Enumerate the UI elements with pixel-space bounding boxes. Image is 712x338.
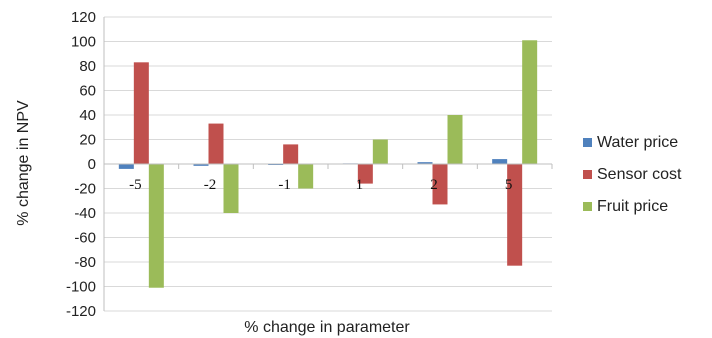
bar-sensor-cost [133,62,149,165]
bar-fruit-price [522,40,538,164]
x-tick-label: -5 [129,177,142,193]
bar-fruit-price [372,139,388,164]
gridlines [104,16,552,312]
bar-sensor-cost [357,164,373,184]
x-tick-label: 1 [356,177,364,193]
y-tick-label: 60 [79,83,96,100]
y-tick-label: 20 [79,132,96,149]
bar-sensor-cost [432,164,448,205]
bar-water-price [193,164,209,166]
y-tick-label: -60 [74,230,96,247]
legend-entry: Sensor cost [597,166,682,183]
bar-water-price [417,162,433,164]
bars [118,40,538,288]
bar-fruit-price [148,164,164,288]
y-axis-title: % change in NPV [15,100,32,226]
legend-entry: Fruit price [597,198,668,215]
legend-swatch [583,170,592,179]
y-tick-label: -40 [74,205,96,222]
y-tick-label: 120 [71,9,96,26]
bar-fruit-price [447,115,463,164]
x-tick-label: -2 [204,177,217,193]
bar-sensor-cost [507,164,523,266]
legend-swatch [583,138,592,147]
bar-fruit-price [223,164,239,213]
legend-entry: Water price [597,134,678,151]
axes: 120 100 80 60 40 20 0 -20 -40 -60 -80 -100 -120 [66,9,553,320]
bar-sensor-cost [283,144,299,164]
bar-sensor-cost [208,123,224,164]
y-tick-label: -100 [66,279,96,296]
y-tick-label: 80 [79,58,96,75]
category-labels: -5 -2 -1 1 2 5 [129,177,512,193]
y-tick-label: 0 [88,156,96,173]
y-tick-label: -120 [66,303,96,320]
y-tick-label: 40 [79,107,96,124]
x-tick-label: 2 [430,177,438,193]
bar-fruit-price [298,164,314,189]
legend: Water price Sensor cost Fruit price [583,134,682,215]
x-tick-label: 5 [505,177,513,193]
y-tick-label: -20 [74,181,96,198]
bar-water-price [492,159,508,164]
y-tick-label: -80 [74,254,96,271]
x-axis-title: % change in parameter [244,319,410,336]
x-tick-label: -1 [278,177,291,193]
bar-water-price [118,164,134,169]
y-tick-label: 100 [71,34,96,51]
legend-swatch [583,202,592,211]
